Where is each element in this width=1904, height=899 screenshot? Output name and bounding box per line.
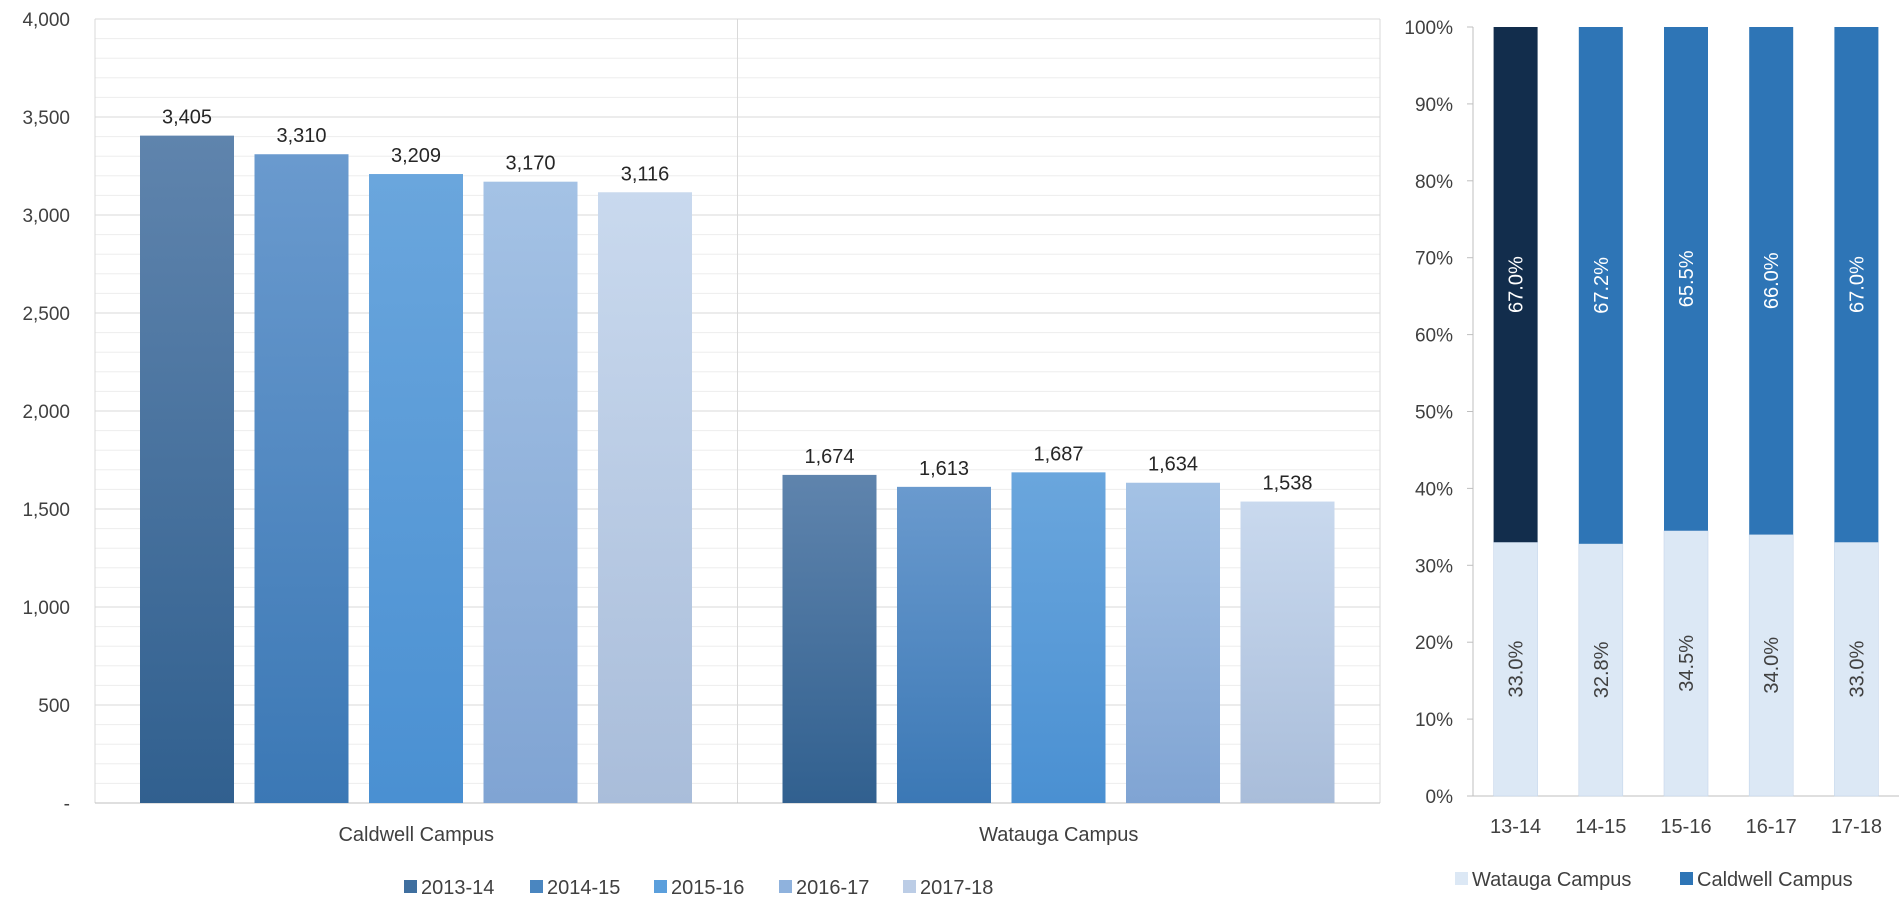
legend-label: 2014-15	[547, 877, 620, 899]
x-category-label: 13-14	[1490, 816, 1541, 838]
grid-lines	[94, 18, 1899, 804]
stacked-bar-caldwell-14-15	[1578, 27, 1623, 544]
stacked-data-label-watauga: 34.5%	[1676, 635, 1698, 692]
bar-2015-16-watauga	[1011, 472, 1106, 803]
legend-swatch-2014-15	[530, 880, 543, 893]
bar-2015-16-caldwell	[369, 174, 463, 803]
bar-data-label: 3,209	[391, 145, 441, 167]
stacked-bar-watauga-14-15	[1578, 543, 1624, 797]
y-tick-label: 1,500	[22, 500, 70, 521]
legend-swatch-2015-16	[654, 880, 667, 893]
legend-label: 2016-17	[796, 877, 869, 899]
bar-data-label: 3,170	[505, 153, 555, 175]
legend-swatch-2016-17	[779, 880, 792, 893]
bar-2014-15-caldwell	[254, 154, 349, 804]
y-tick-label: 60%	[1415, 326, 1453, 347]
legend-swatch-watauga	[1455, 872, 1468, 885]
bar-2017-18-caldwell	[598, 192, 692, 803]
legend-swatch-caldwell	[1680, 872, 1693, 885]
legend-label: Caldwell Campus	[1697, 869, 1853, 891]
stacked-data-label-caldwell: 67.0%	[1506, 256, 1528, 313]
chart-text: - 500 1,000 1,500 2,000 2,500 3,000 3,500 4,000 3…	[22, 10, 1882, 899]
y-tick-label: -	[64, 794, 70, 815]
x-category-label: 16-17	[1746, 816, 1797, 838]
y-tick-label: 500	[38, 696, 70, 717]
y-tick-label: 70%	[1415, 249, 1453, 270]
stacked-data-label-caldwell: 65.5%	[1676, 250, 1698, 307]
stacked-data-label-watauga: 32.8%	[1591, 641, 1613, 698]
stacked-bar-watauga-13-14	[1493, 541, 1538, 797]
x-category-label: 15-16	[1660, 816, 1711, 838]
stacked-bar-caldwell-16-17	[1749, 27, 1794, 535]
stacked-data-label-watauga: 34.0%	[1761, 637, 1783, 694]
y-tick-label: 3,000	[22, 206, 70, 227]
stacked-data-label-caldwell: 67.2%	[1591, 257, 1613, 314]
bar-data-label: 1,538	[1262, 473, 1312, 495]
stacked-bar-watauga-15-16	[1663, 530, 1709, 797]
bar-data-label: 3,310	[276, 125, 326, 147]
x-category-label: Watauga Campus	[979, 824, 1138, 846]
bar-2014-15-watauga	[897, 486, 991, 803]
y-tick-label: 2,500	[22, 304, 70, 325]
bar-data-label: 1,634	[1148, 454, 1198, 476]
legend-swatch-2013-14	[404, 880, 417, 893]
y-tick-label: 3,500	[22, 108, 70, 129]
stacked-bar-caldwell-13-14	[1493, 27, 1538, 543]
bar-2013-14-watauga	[782, 474, 877, 803]
bar-2017-18-watauga	[1240, 501, 1335, 803]
stacked-data-label-watauga: 33.0%	[1846, 641, 1868, 698]
stacked-data-label-caldwell: 67.0%	[1846, 256, 1868, 313]
y-tick-label: 30%	[1415, 556, 1453, 577]
y-tick-label: 40%	[1415, 479, 1453, 500]
legend-label: 2015-16	[671, 877, 744, 899]
legend-swatch-2017-18	[903, 880, 916, 893]
legend-label: 2013-14	[421, 877, 494, 899]
stacked-bar-watauga-16-17	[1748, 534, 1794, 797]
y-tick-label: 1,000	[22, 598, 70, 619]
bar-data-label: 1,613	[919, 458, 969, 480]
y-tick-label: 90%	[1415, 95, 1453, 116]
bar-2016-17-watauga	[1126, 482, 1220, 803]
y-tick-label: 2,000	[22, 402, 70, 423]
stacked-bar-watauga-17-18	[1834, 541, 1879, 797]
y-tick-label: 20%	[1415, 633, 1453, 654]
stacked-data-label-caldwell: 66.0%	[1761, 252, 1783, 309]
bar-data-label: 3,405	[162, 107, 212, 129]
x-category-label: Caldwell Campus	[338, 824, 494, 846]
legend-label: 2017-18	[920, 877, 993, 899]
y-tick-label: 50%	[1415, 403, 1453, 424]
bar-data-label: 1,687	[1033, 443, 1083, 465]
chart-marks	[140, 27, 1879, 893]
stacked-data-label-watauga: 33.0%	[1506, 641, 1528, 698]
x-category-label: 17-18	[1831, 816, 1882, 838]
y-tick-label: 0%	[1426, 787, 1454, 808]
stacked-bar-caldwell-15-16	[1664, 27, 1708, 531]
y-tick-label: 10%	[1415, 710, 1453, 731]
bar-2013-14-caldwell	[140, 135, 234, 803]
stacked-bar-caldwell-17-18	[1834, 27, 1879, 543]
bar-2016-17-caldwell	[483, 181, 578, 803]
legend-label: Watauga Campus	[1472, 869, 1631, 891]
y-tick-label: 4,000	[22, 10, 70, 31]
y-tick-label: 80%	[1415, 172, 1453, 193]
x-category-label: 14-15	[1575, 816, 1626, 838]
bar-data-label: 3,116	[621, 163, 670, 185]
y-tick-label: 100%	[1404, 18, 1453, 39]
bar-data-label: 1,674	[804, 446, 854, 468]
